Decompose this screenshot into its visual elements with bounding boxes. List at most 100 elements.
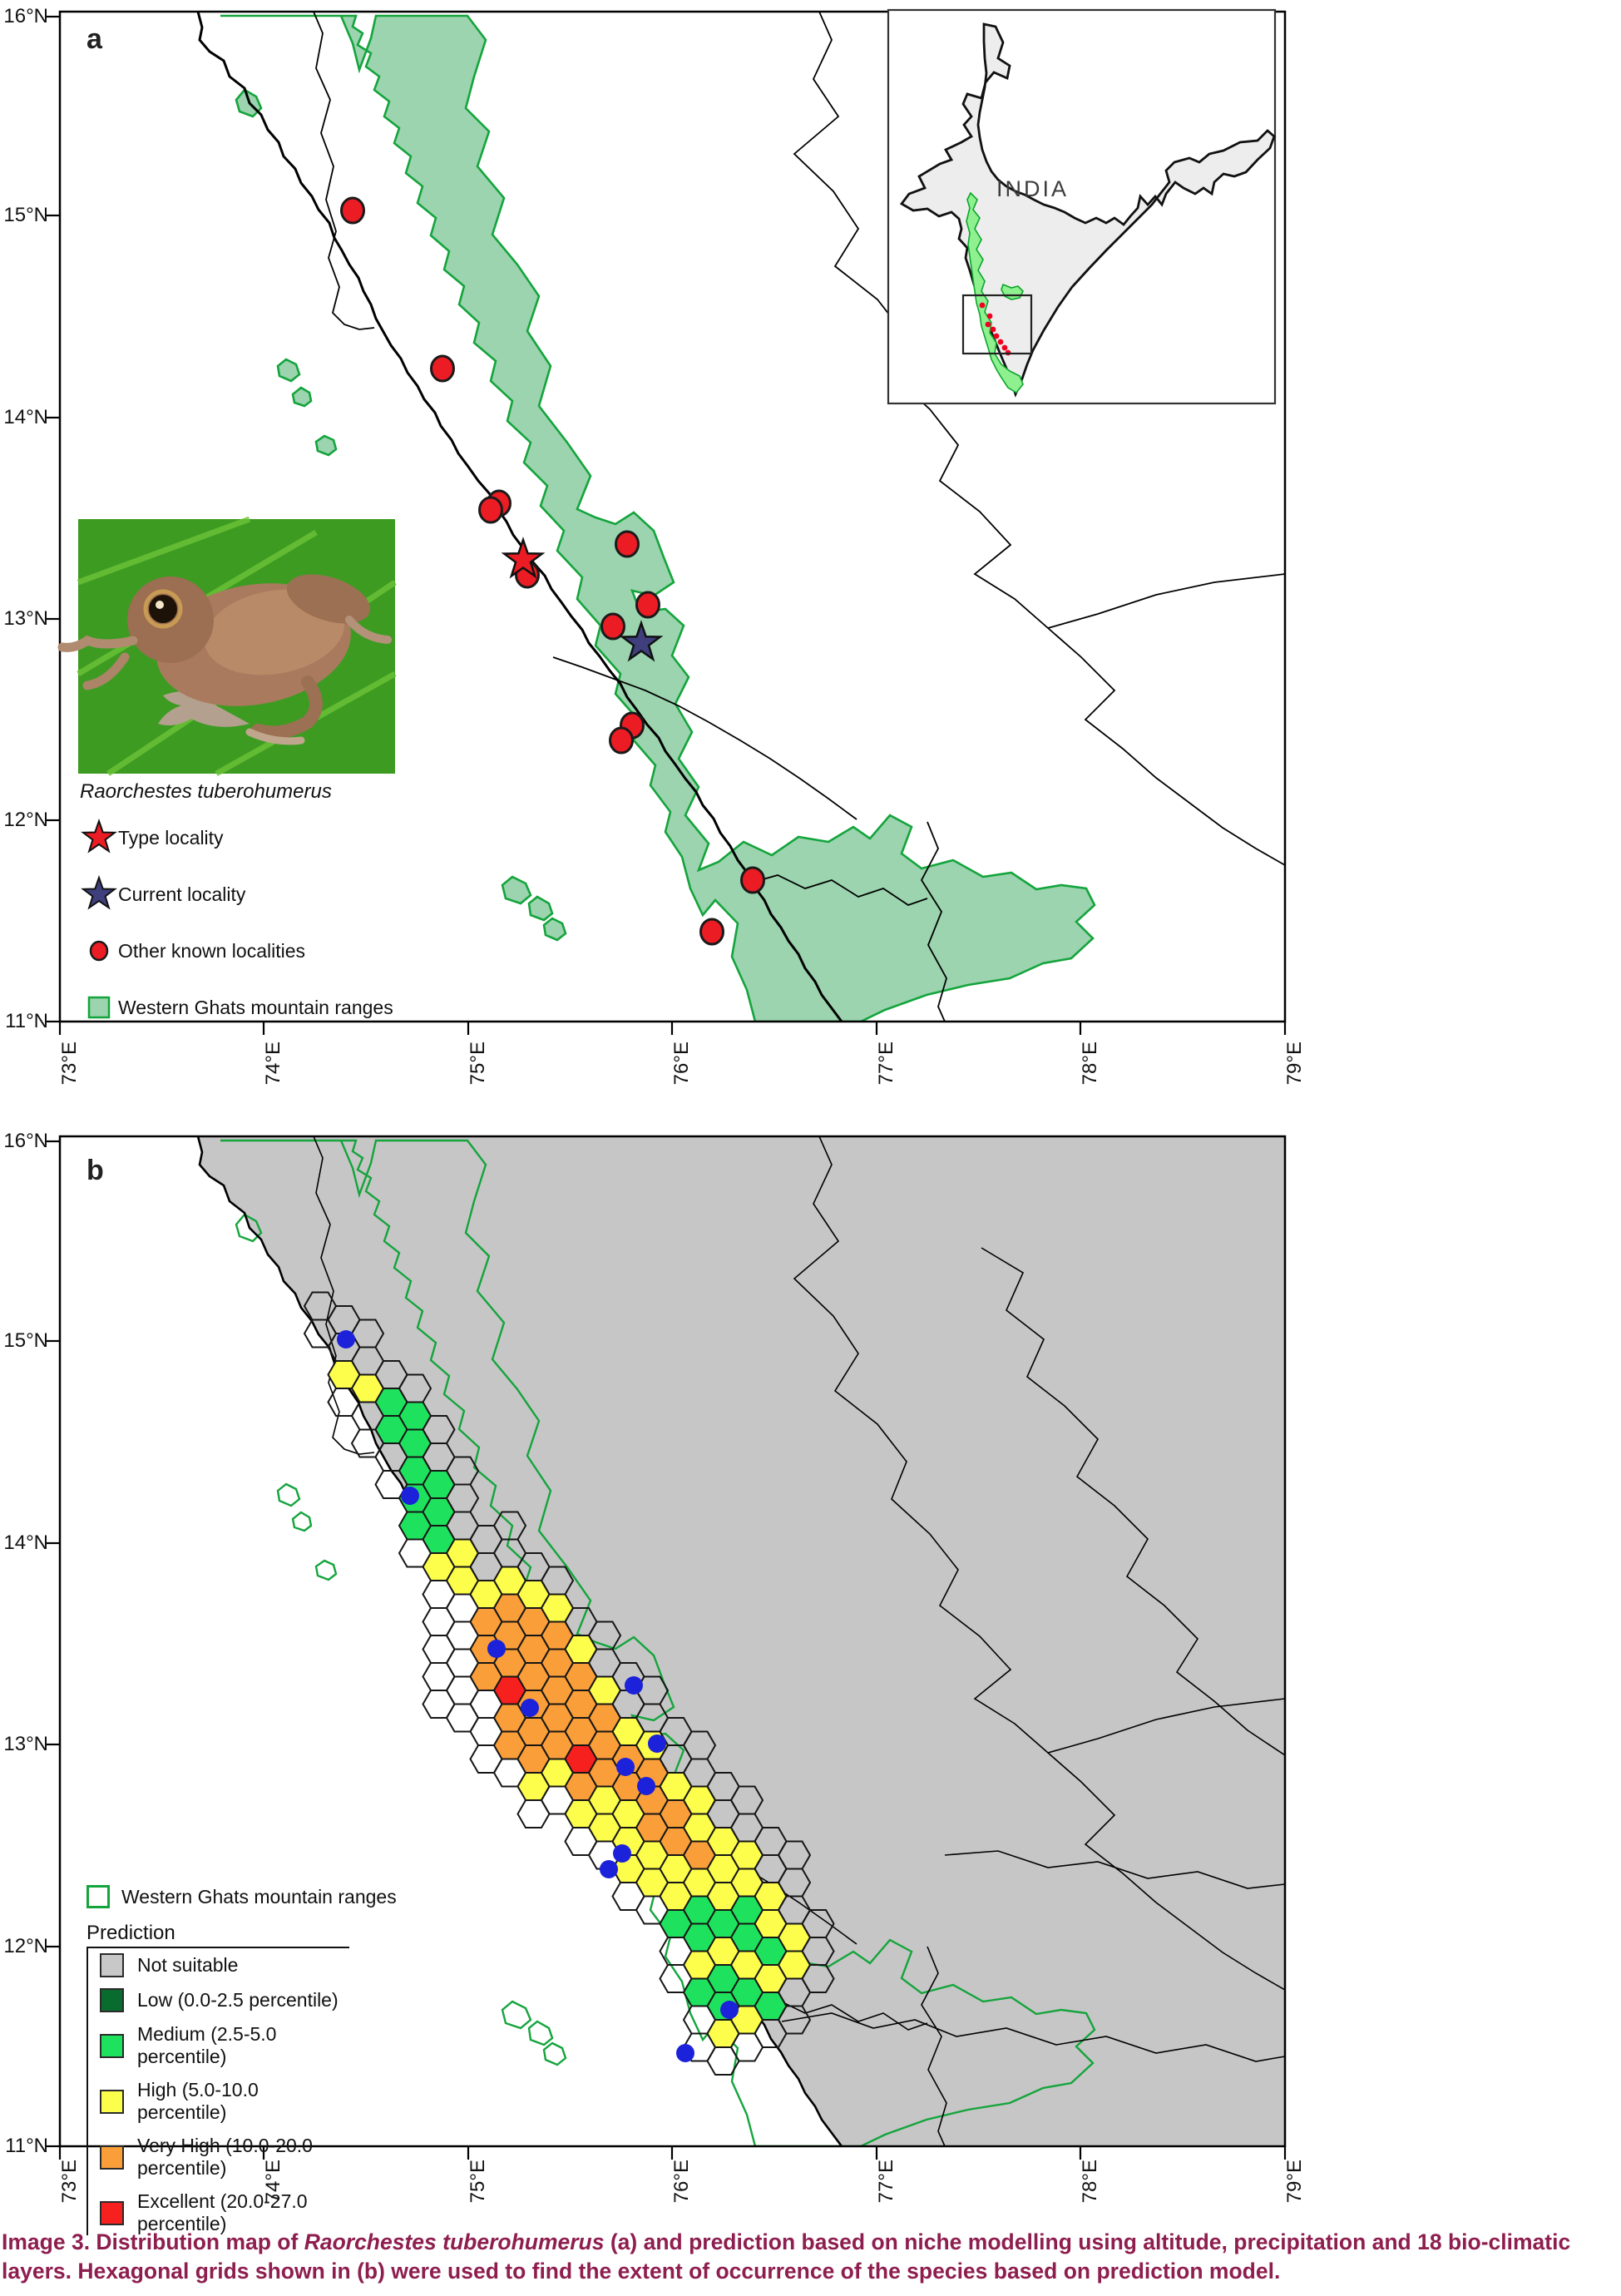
other-locality-marker <box>430 354 455 383</box>
district-boundaries-b <box>781 1247 1285 2062</box>
legend-panel-a: Raorchestes tuberohumerus Type locality C… <box>80 780 437 1045</box>
axis-ticks-a <box>47 15 1287 1035</box>
other-locality-swatch-icon <box>89 940 109 962</box>
prediction-class-high: High (5.0-10.0 percentile) <box>100 2079 349 2124</box>
prediction-class-not_suitable: Not suitable <box>100 1953 349 1977</box>
locality-dot <box>720 2001 739 2019</box>
current-locality-star <box>619 620 664 662</box>
other-locality-marker <box>699 918 724 946</box>
india-inset-label: INDIA <box>996 176 1070 201</box>
map-panel-b <box>47 1135 1287 2160</box>
prediction-class-label: Excellent (20.0-27.0 percentile) <box>137 2190 308 2234</box>
legend-item-square_green: Western Ghats mountain ranges <box>80 988 437 1027</box>
map-frame-a <box>58 10 1287 1023</box>
prediction-class-label: Medium (2.5-5.0 percentile) <box>137 2023 277 2067</box>
hex-cell-not-suitable <box>777 2005 812 2035</box>
locality-dot <box>616 1758 635 1776</box>
lat-label: 14°N <box>3 406 48 428</box>
lat-label: 13°N <box>3 607 48 630</box>
other-locality-marker <box>615 530 640 558</box>
inset-study-extent-box <box>961 294 1033 355</box>
prediction-class-medium: Medium (2.5-5.0 percentile) <box>100 2023 349 2068</box>
other-locality-marker <box>609 726 634 755</box>
lat-label: 11°N <box>5 2135 48 2157</box>
caption-text-pre: Image 3. Distribution map of <box>2 2229 304 2254</box>
lon-label: 73°E <box>58 1042 81 1086</box>
wg-outline-swatch <box>86 1885 110 1908</box>
map-frame-b <box>58 1135 1287 2148</box>
type-locality-swatch-icon <box>81 819 117 854</box>
lat-label: 15°N <box>3 1329 48 1352</box>
inset-record-dots <box>979 302 1011 356</box>
other-locality-marker <box>635 591 660 619</box>
legend-item-star_red: Type locality <box>80 819 437 857</box>
lon-label: 78°E <box>1079 2160 1101 2204</box>
prediction-title: Prediction <box>86 1922 175 1944</box>
other-locality-marker <box>478 496 503 524</box>
wg-swatch-icon <box>87 996 111 1019</box>
legend-item-label: Current locality <box>118 883 246 905</box>
prediction-classes: Not suitable Low (0.0-2.5 percentile) Medi… <box>86 1947 349 2235</box>
inset-record-dot <box>986 313 993 319</box>
legend-item-star_navy: Current locality <box>80 875 437 913</box>
lon-label: 78°E <box>1079 1042 1101 1086</box>
inset-record-dot <box>985 321 991 328</box>
axis-ticks-b <box>47 1140 1287 2160</box>
inset-record-dot <box>997 339 1004 345</box>
lat-label: 14°N <box>3 1531 48 1554</box>
figure-caption: Image 3. Distribution map of Raorchestes… <box>2 2228 1620 2286</box>
locality-dot <box>637 1777 655 1795</box>
prediction-class-label: Not suitable <box>137 1954 239 1976</box>
species-name: Raorchestes tuberohumerus <box>80 780 332 803</box>
lat-label: 16°N <box>3 5 48 27</box>
other-locality-marker <box>740 866 765 894</box>
prediction-swatch-excellent <box>100 2200 124 2225</box>
caption-text-post: (a) and prediction based on niche modell… <box>2 2229 1571 2284</box>
lat-label: 12°N <box>3 1935 48 1957</box>
prediction-swatch-very_high <box>100 2145 124 2170</box>
panel-a-letter: a <box>86 23 102 55</box>
inset-record-dot <box>979 302 986 309</box>
locality-dot <box>613 1844 631 1863</box>
inset-record-dot <box>990 326 996 333</box>
land-b <box>198 1136 1285 2146</box>
caption-species-italic: Raorchestes tuberohumerus <box>304 2229 605 2254</box>
prediction-swatch-high <box>100 2089 124 2114</box>
hex-cell-not-suitable <box>801 1964 835 1993</box>
legend-panel-b: Western Ghats mountain ranges Prediction… <box>86 1885 486 2246</box>
prediction-class-label: Low (0.0-2.5 percentile) <box>137 1989 339 2011</box>
lon-label: 77°E <box>875 2160 897 2204</box>
locality-dot <box>600 1860 618 1878</box>
prediction-swatch-low <box>100 1988 124 2012</box>
lon-label: 79°E <box>1283 2160 1306 2204</box>
legend-item-label: Western Ghats mountain ranges <box>118 996 393 1018</box>
lat-label: 16°N <box>3 1130 48 1152</box>
frog-photo <box>57 516 397 777</box>
india-inset <box>887 8 1277 405</box>
locality-dot <box>676 2044 694 2062</box>
inset-record-dot <box>993 333 1000 339</box>
locality-dot <box>487 1640 506 1658</box>
locality-dot <box>648 1734 666 1753</box>
frog <box>57 574 392 745</box>
prediction-class-label: High (5.0-10.0 percentile) <box>137 2079 259 2123</box>
india-outline <box>899 22 1276 398</box>
lon-label: 79°E <box>1283 1042 1306 1086</box>
prediction-class-low: Low (0.0-2.5 percentile) <box>100 1988 349 2012</box>
prediction-class-very_high: Very High (10.0-20.0 percentile) <box>100 2135 349 2180</box>
wg-legend-label: Western Ghats mountain ranges <box>121 1885 397 1908</box>
legend-item-circle_red: Other known localities <box>80 932 437 970</box>
prediction-swatch-medium <box>100 2033 124 2058</box>
locality-dots-b <box>337 1330 739 2062</box>
inset-record-dot <box>1001 344 1008 351</box>
lat-label: 12°N <box>3 809 48 831</box>
prediction-class-excellent: Excellent (20.0-27.0 percentile) <box>100 2190 349 2235</box>
panel-b-letter: b <box>86 1155 104 1186</box>
locality-dot <box>521 1699 539 1717</box>
lon-label: 74°E <box>262 1042 284 1086</box>
locality-markers <box>340 196 765 946</box>
locality-dot <box>401 1487 419 1505</box>
lon-label: 76°E <box>670 1042 693 1086</box>
legend-wg-row: Western Ghats mountain ranges <box>86 1885 486 1908</box>
